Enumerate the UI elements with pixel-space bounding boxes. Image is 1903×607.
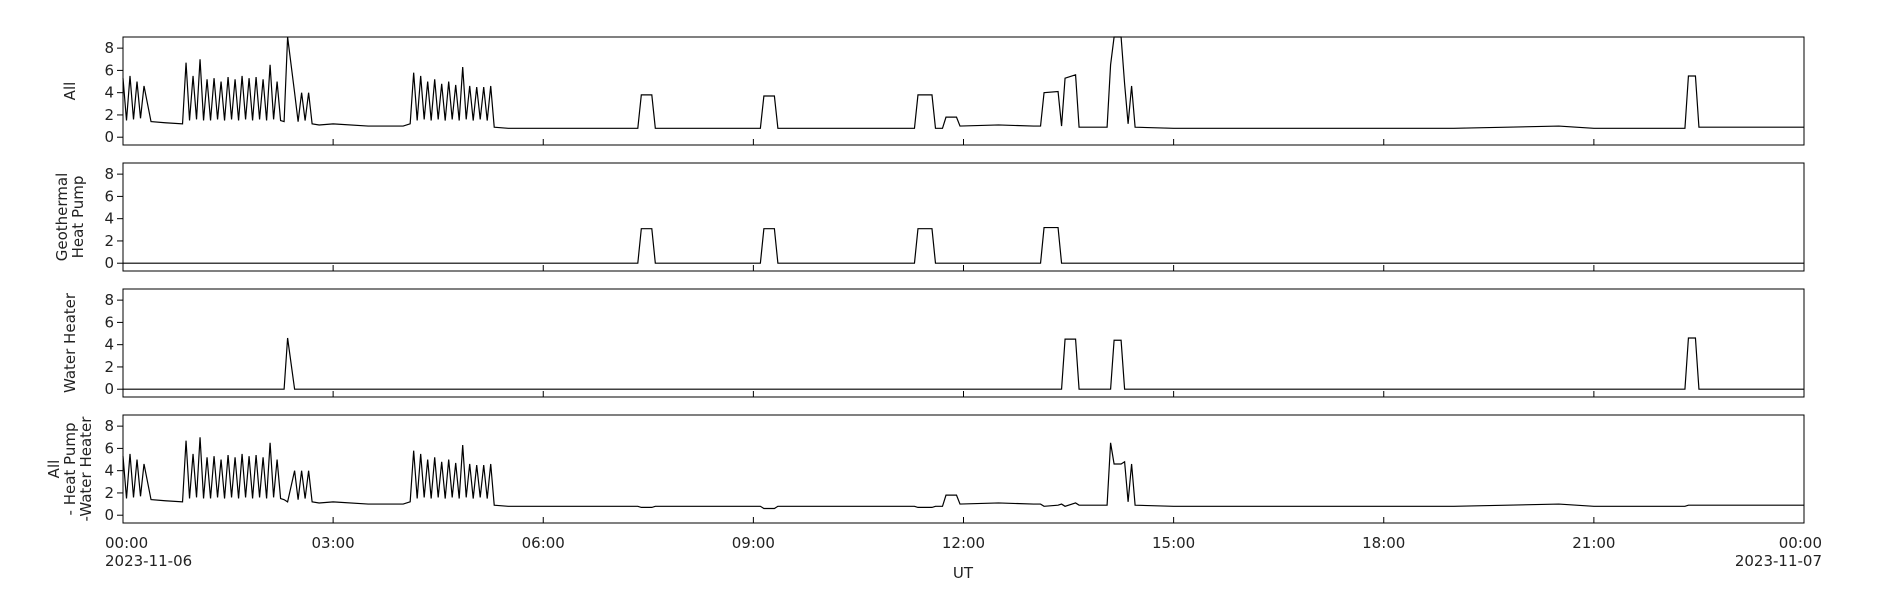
x-tick-label: 03:00 [312, 534, 355, 552]
y-axis-label: All [61, 82, 79, 101]
y-tick-label: 0 [104, 128, 114, 146]
y-tick-label: 8 [104, 291, 114, 309]
x-tick-label: 18:00 [1362, 534, 1405, 552]
y-tick-label: 4 [104, 462, 114, 480]
x-tick-label: 15:00 [1152, 534, 1195, 552]
y-tick-label: 2 [104, 232, 114, 250]
y-tick-label: 6 [104, 439, 114, 457]
y-tick-label: 4 [104, 84, 114, 102]
y-tick-label: 0 [104, 380, 114, 398]
panel-frame [122, 36, 1805, 146]
y-tick-label: 0 [104, 254, 114, 272]
y-axis-label: All [45, 460, 63, 479]
y-axis-label: Geothermal [53, 173, 71, 262]
y-tick-label: 2 [104, 106, 114, 124]
panel-frame [122, 162, 1805, 272]
y-axis-label: Water Heater [61, 292, 79, 393]
y-tick-label: 8 [104, 165, 114, 183]
y-tick-label: 0 [104, 506, 114, 524]
x-tick-label: 12:00 [942, 534, 985, 552]
x-tick-label: 00:00 [105, 534, 148, 552]
y-axis-label: Heat Pump [69, 176, 87, 259]
y-axis-label: - Heat Pump [61, 423, 79, 516]
panel-frame [122, 414, 1805, 524]
date-label: 2023-11-06 [105, 552, 192, 570]
x-tick-label: 00:00 [1779, 534, 1822, 552]
y-tick-label: 2 [104, 484, 114, 502]
x-tick-label: 06:00 [522, 534, 565, 552]
y-tick-label: 8 [104, 39, 114, 57]
y-axis-label: -Water Heater [77, 416, 95, 522]
data-line [122, 437, 1804, 510]
data-line [123, 226, 1804, 264]
data-line [123, 337, 1804, 390]
y-tick-label: 4 [104, 210, 114, 228]
y-tick-label: 4 [104, 336, 114, 354]
y-tick-label: 2 [104, 358, 114, 376]
x-tick-label: 21:00 [1572, 534, 1615, 552]
y-tick-label: 8 [104, 417, 114, 435]
x-tick-label: 09:00 [732, 534, 775, 552]
panel-frame [122, 288, 1805, 398]
y-tick-label: 6 [104, 61, 114, 79]
y-tick-label: 6 [104, 187, 114, 205]
x-axis-label: UT [953, 564, 974, 582]
date-label: 2023-11-07 [1735, 552, 1822, 570]
y-tick-label: 6 [104, 313, 114, 331]
data-line [122, 36, 1804, 129]
